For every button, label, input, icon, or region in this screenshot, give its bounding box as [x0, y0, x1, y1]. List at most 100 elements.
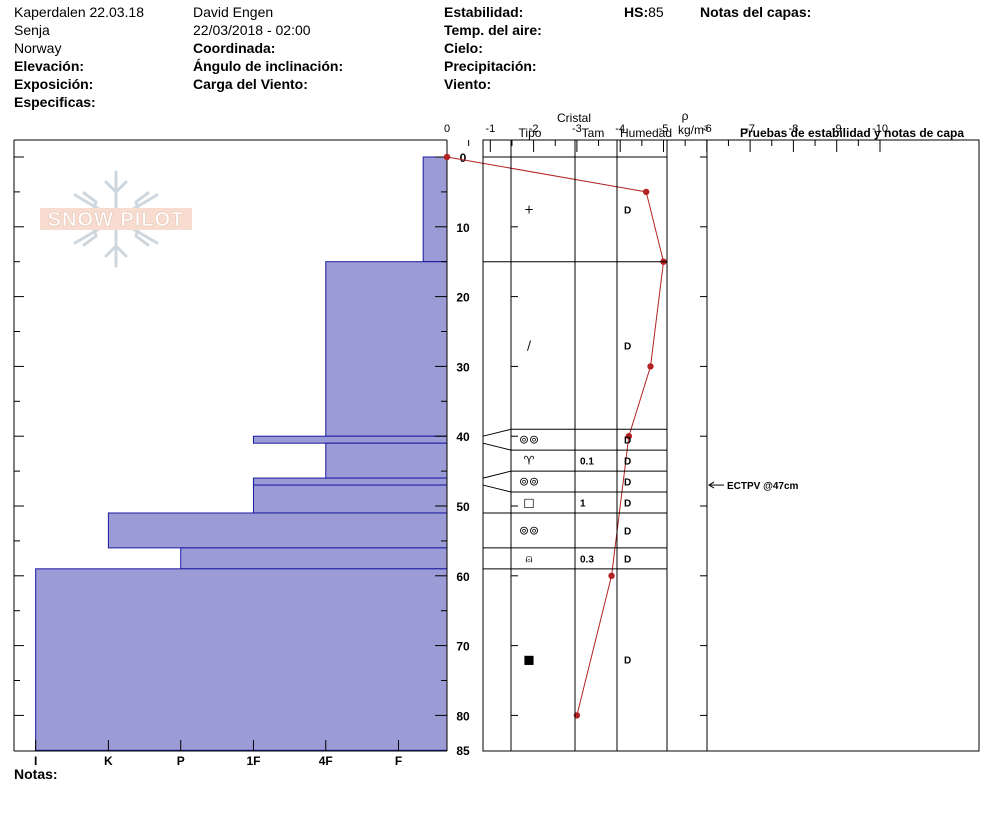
temperature-point	[625, 433, 633, 440]
temperature-point	[443, 153, 451, 161]
grain-type-icon: ⊚⊚	[519, 475, 539, 489]
hardness-bar	[180, 547, 448, 570]
hardness-bar	[35, 568, 448, 751]
hardness-bar	[325, 442, 448, 479]
grain-type-icon: □	[523, 496, 534, 510]
temperature-point	[608, 572, 615, 579]
wind-label: Viento:	[444, 76, 492, 92]
depth-tick-label: 70	[456, 640, 470, 654]
layer-connector	[482, 484, 512, 493]
elevation-label: Elevación:	[14, 58, 85, 74]
tests-header: Pruebas de estabilidad y notas de capa	[740, 126, 964, 140]
depth-axis: 0 10 20 30 40 50 60 70 80 85	[14, 151, 470, 758]
temp-tick-label: -5	[659, 123, 669, 135]
grain-size: 0.3	[580, 554, 594, 565]
hs-field: HS:85	[624, 4, 664, 20]
hardness-tick-label: F	[395, 754, 402, 768]
hardness-bar	[422, 156, 448, 263]
grain-type-icon: ⊚⊚	[519, 433, 539, 447]
grain-type-icon: ⊚⊚	[519, 523, 539, 537]
region: Senja	[14, 22, 50, 38]
precip-label: Precipitación:	[444, 58, 537, 74]
stability-label: Estabilidad:	[444, 4, 524, 20]
temp-tick-label: -6	[702, 123, 712, 135]
hardness-tick-label: K	[104, 754, 113, 768]
moisture: D	[624, 656, 631, 667]
grain-type-icon: +	[524, 202, 534, 216]
hardness-bar	[252, 484, 448, 514]
hardness-bars	[35, 156, 448, 751]
rho-header: ρ	[682, 109, 689, 123]
moisture: D	[624, 554, 631, 565]
temp-tick-label: -9	[832, 123, 842, 135]
hardness-bar	[252, 477, 448, 486]
depth-tick-label: 85	[456, 744, 470, 758]
grain-type-icon: /	[527, 338, 532, 352]
moisture: D	[624, 457, 631, 468]
moisture-header: Humedad	[620, 126, 672, 140]
stability-test-text: ECTPV @47cm	[727, 481, 799, 492]
sky-label: Cielo:	[444, 40, 483, 56]
depth-tick-label: 20	[456, 291, 470, 305]
depth-tick-label: 30	[456, 360, 470, 374]
temperature-point	[647, 363, 654, 370]
type-header: Tipo	[519, 126, 542, 140]
aspect-label: Exposición:	[14, 76, 94, 92]
depth-tick-label: 80	[456, 709, 470, 723]
moisture: D	[624, 526, 631, 537]
layer-table-rows: + D / D ⊚⊚ D ♈ 0.1 D ⊚⊚ D □ 1 D ⊚⊚ D ⍝ 0.3 D ■ D ECTPV @47cm	[482, 156, 799, 667]
moisture: D	[624, 478, 631, 489]
plot-frame	[13, 139, 448, 752]
hs-value: 85	[648, 4, 664, 20]
temperature-axis: -10-9-8-7-6-5-4-3-2-10	[444, 123, 888, 152]
moisture: D	[624, 341, 631, 352]
hardness-tick-label: I	[34, 754, 37, 768]
grain-size: 0.1	[580, 457, 594, 468]
arrow-head-icon	[708, 481, 715, 489]
hardness-bar	[252, 435, 448, 444]
temp-tick-label: -10	[872, 123, 888, 135]
moisture: D	[624, 499, 631, 510]
temp-tick-label: -8	[789, 123, 799, 135]
slope-label: Ángulo de inclinación:	[193, 58, 344, 74]
hs-label: HS:	[624, 4, 649, 20]
notes-label: Notas:	[14, 766, 58, 782]
watermark-band	[40, 208, 192, 230]
grain-size: 1	[580, 499, 586, 510]
layer-notes-label: Notas del capas:	[700, 4, 812, 20]
wind-load-label: Carga del Viento:	[193, 76, 308, 92]
hardness-tick-label: P	[177, 754, 185, 768]
temperature-point	[642, 188, 650, 196]
hardness-axis: I K P 1F 4F F	[34, 740, 402, 768]
hardness-tick-label: 4F	[319, 754, 333, 768]
density-unit-header: kg/m³	[678, 123, 708, 137]
hardness-tick-label: 1F	[246, 754, 260, 768]
grain-type-icon: ⍝	[525, 551, 532, 565]
depth-tick-label: 40	[456, 430, 470, 444]
datetime: 22/03/2018 - 02:00	[193, 22, 311, 38]
grain-type-icon: ♈	[524, 454, 535, 468]
air-temp-label: Temp. del aire:	[444, 22, 542, 38]
watermark-text: SNOW PILOT	[48, 209, 185, 231]
size-header: Tam	[582, 126, 605, 140]
temp-tick-label: -7	[745, 123, 755, 135]
specifics-label: Especificas:	[14, 94, 96, 110]
temp-tick-label: -1	[485, 123, 495, 135]
snowpilot-watermark: SNOW PILOT	[40, 170, 192, 268]
grain-type-icon: ■	[523, 653, 534, 667]
observer: David Engen	[193, 4, 274, 20]
depth-tick-label: 0	[460, 151, 467, 165]
temperature-profile	[443, 153, 667, 719]
location-title: Kaperdalen 22.03.18	[14, 4, 144, 20]
temp-tick-label: -2	[529, 123, 539, 135]
depth-tick-label: 50	[456, 500, 470, 514]
layer-connector	[482, 442, 512, 451]
moisture: D	[624, 436, 631, 447]
hardness-bar	[325, 261, 448, 437]
temp-tick-label: -3	[572, 123, 582, 135]
layer-table-frame	[482, 139, 980, 752]
layer-connector	[482, 428, 512, 437]
temp-tick-label: 0	[444, 123, 450, 135]
moisture: D	[624, 205, 631, 216]
